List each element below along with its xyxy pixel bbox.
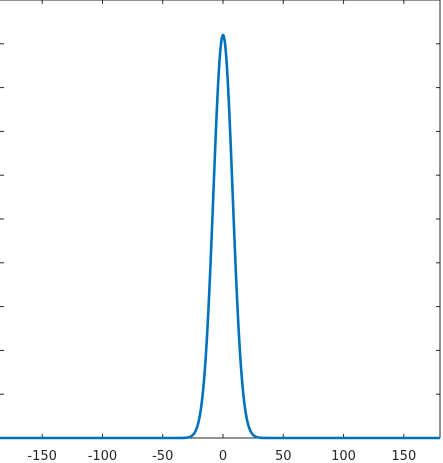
x-tick-label: 100	[331, 449, 356, 463]
x-tick-label: -50	[152, 449, 173, 463]
x-tick-label: -100	[88, 449, 118, 463]
x-tick-label: -150	[27, 449, 57, 463]
series-line	[0, 33, 441, 440]
x-tick-label: 50	[275, 449, 292, 463]
x-tick-label: 0	[219, 449, 227, 463]
x-axis-ticks: -150 -100 -50 0 50 100 150	[27, 0, 416, 463]
x-tick-label: 150	[391, 449, 416, 463]
y-axis-ticks	[0, 0, 440, 439]
